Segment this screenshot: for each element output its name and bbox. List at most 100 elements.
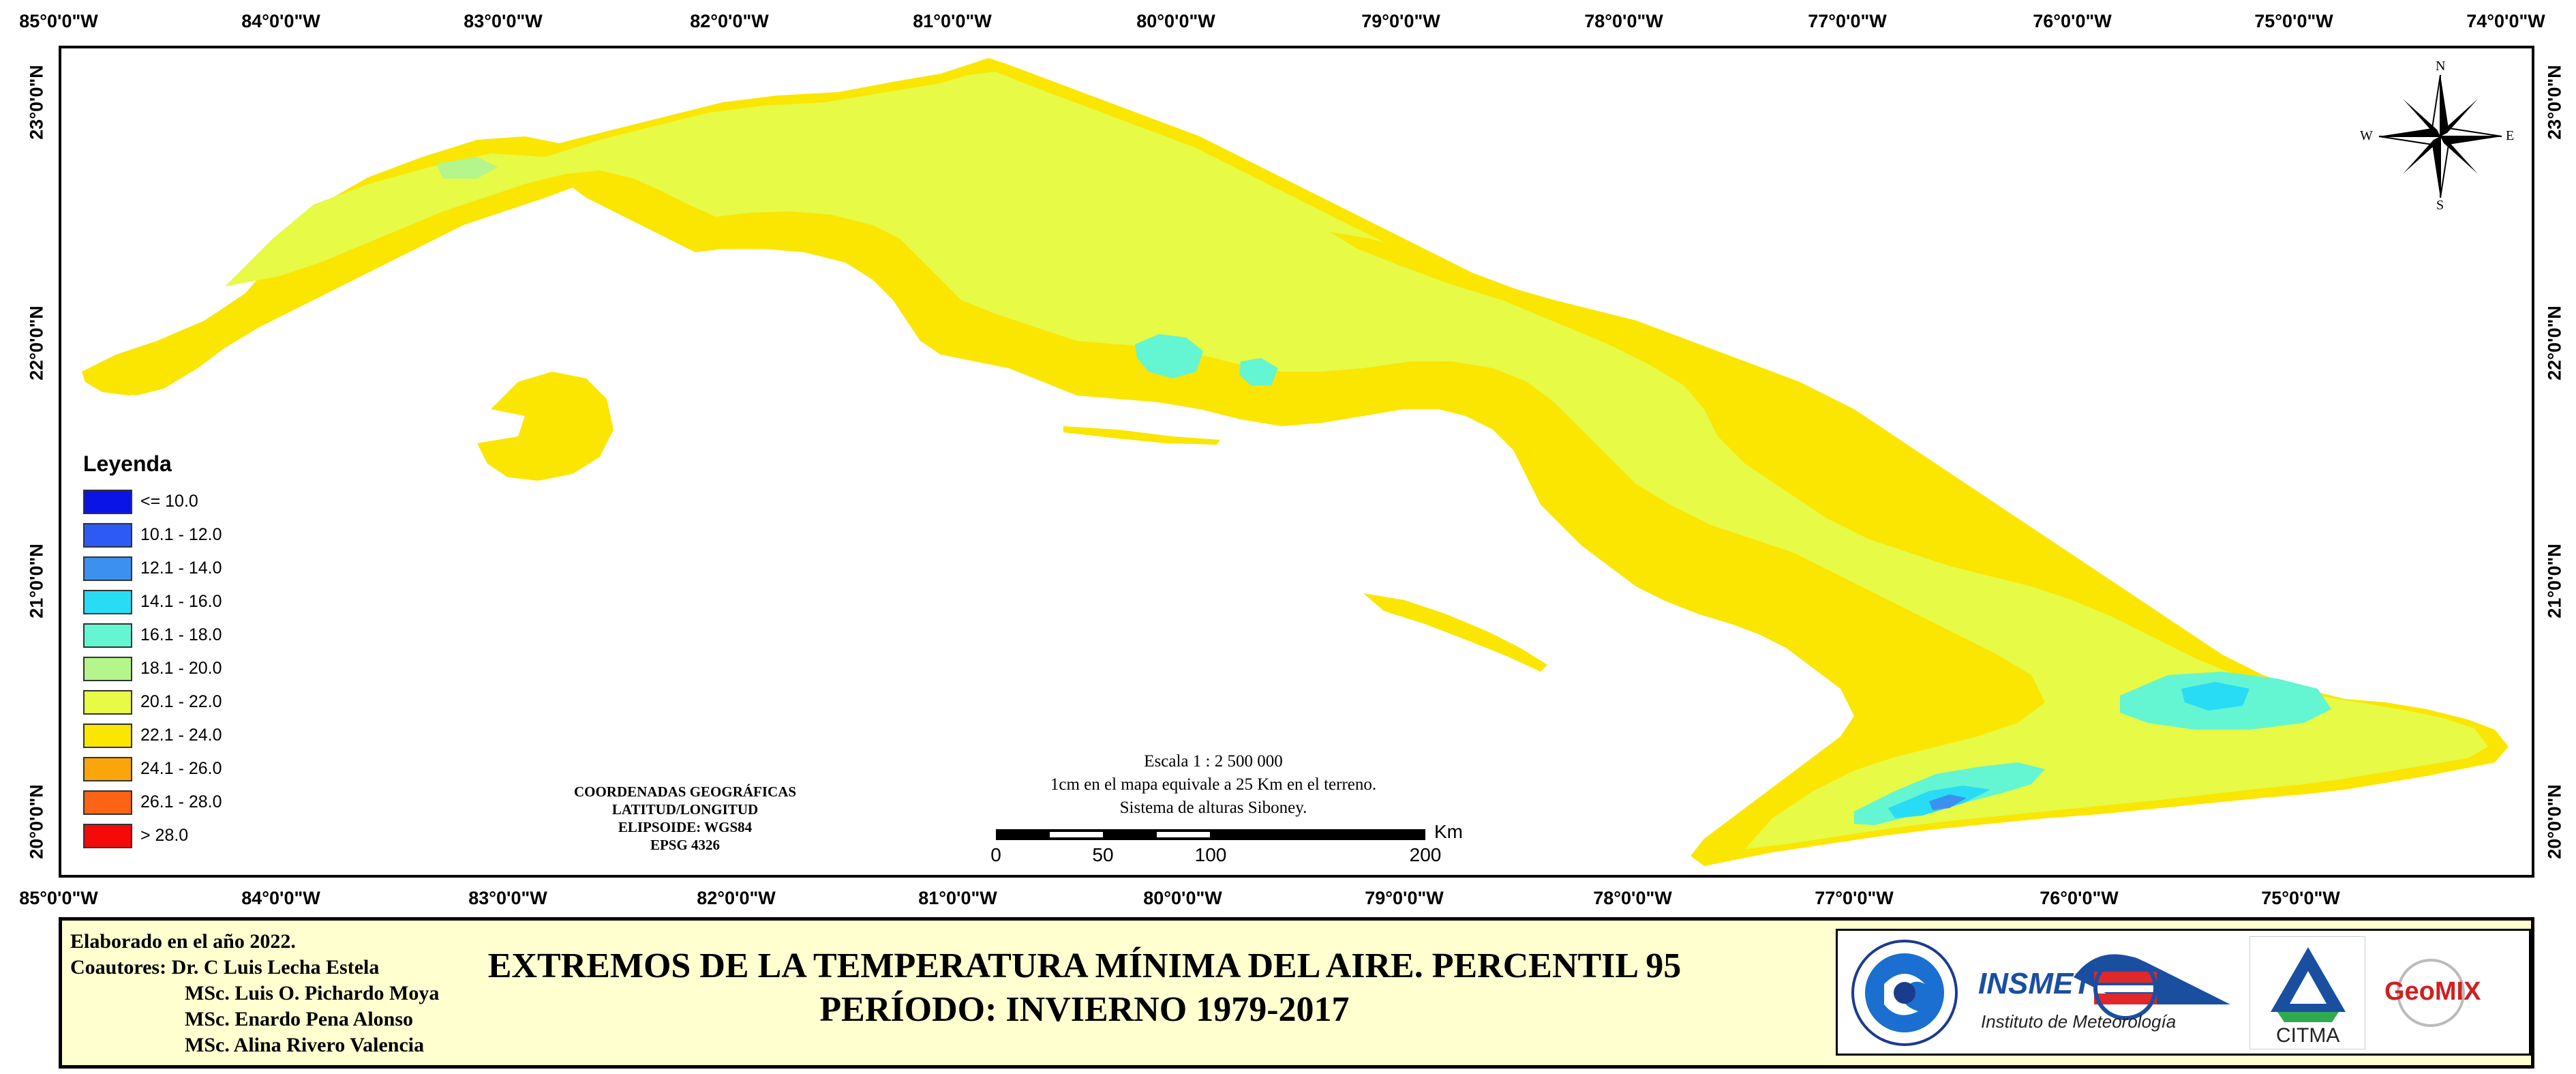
lon-tick-label: 77°0'0"W [1815,888,1894,908]
lat-tick-label: 20°0'0"N [26,784,47,859]
scale-tick-200: 200 [1409,844,1442,865]
scale-text: Escala 1 : 2 500 000 1cm en el mapa equi… [1002,750,1425,820]
coords-line: LATITUD/LONGITUD [611,801,759,818]
lon-tick-label: 80°0'0"W [1136,11,1215,31]
legend-swatch [83,556,132,581]
coords-line: COORDENADAS GEOGRÁFICAS [573,784,797,800]
north-arrow: N S E W [2360,59,2515,213]
lon-tick-label: 82°0'0"W [690,11,769,31]
legend-swatch [83,489,132,514]
lon-tick-label: 78°0'0"W [1584,11,1663,31]
legend-swatch [83,756,132,781]
lon-tick-label: 79°0'0"W [1365,888,1444,908]
north-label: N [2436,59,2446,74]
legend: Leyenda <= 10.0 10.1 - 12.0 12.1 - 14.0 14.… [83,451,222,852]
credits-block: Elaborado en el año 2022. Coautores: Dr.… [70,929,439,1058]
legend-label: 16.1 - 18.0 [140,625,222,644]
insmet-subtitle: Instituto de Meteorología [1981,1011,2177,1032]
smp-logo [1843,936,1966,1049]
legend-item: 18.1 - 20.0 [83,652,222,685]
legend-label: <= 10.0 [140,492,198,511]
legend-item: 22.1 - 24.0 [83,719,222,752]
lat-tick-label: 21°0'0"N [26,543,47,618]
scale-equivalence: 1cm en el mapa equivale a 25 Km en el te… [1050,775,1377,794]
coords-line: EPSG 4326 [650,837,721,853]
main-island-interior [225,72,2488,849]
map-title: EXTREMOS DE LA TEMPERATURA MÍNIMA DEL AI… [471,944,1698,1032]
legend-item: > 28.0 [83,819,222,852]
legend-label: 10.1 - 12.0 [140,525,222,544]
lon-tick-label: 85°0'0"W [19,888,98,908]
legend-label: 22.1 - 24.0 [140,726,222,745]
legend-item: 24.1 - 26.0 [83,752,222,786]
scale-ratio: Escala 1 : 2 500 000 [1144,752,1283,771]
lon-tick-label: 80°0'0"W [1143,888,1222,908]
sierra-maestra-top [1929,794,1967,810]
lon-tick-label: 74°0'0"W [2466,11,2545,31]
western-peninsula [82,334,225,396]
legend-label: 20.1 - 22.0 [140,692,222,711]
legend-label: 26.1 - 28.0 [140,792,222,811]
legend-item: 14.1 - 16.0 [83,585,222,618]
lat-tick-label: 20°0'0"N [2544,784,2565,859]
legend-label: > 28.0 [140,826,189,845]
lon-tick-label: 75°0'0"W [2261,888,2340,908]
lon-tick-label: 84°0'0"W [241,11,320,31]
legend-swatch [83,522,132,548]
lon-tick-label: 79°0'0"W [1361,11,1440,31]
citma-logo: CITMA [2249,936,2365,1049]
credits-coauthor: MSc. Alina Rivero Valencia [185,1034,425,1056]
footer-panel: Elaborado en el año 2022. Coautores: Dr.… [59,917,2534,1069]
legend-item: 26.1 - 28.0 [83,786,222,819]
insmet-logo: INSMET Instituto de Meteorología [1971,936,2244,1049]
lon-tick-label: 81°0'0"W [918,888,997,908]
southern-keys [1363,593,1547,672]
lon-tick-label: 78°0'0"W [1593,888,1672,908]
jardines-keys [1063,426,1220,445]
geomix-logo: GeoMIX [2376,936,2519,1049]
credits-year: Elaborado en el año 2022. [70,930,296,953]
lon-tick-label: 76°0'0"W [2033,11,2112,31]
scale-bar-graphic [996,829,1425,840]
coords-line: ELIPSOIDE: WGS84 [618,819,753,835]
scale-tick-100: 100 [1194,844,1227,865]
main-island-coastal [82,58,2509,866]
legend-item: 16.1 - 18.0 [83,618,222,652]
credits-coauthor: MSc. Luis O. Pichardo Moya [185,982,440,1004]
legend-swatch [83,723,132,748]
legend-swatch [83,689,132,715]
scale-bar: 0 50 100 200 Km [990,821,1463,865]
legend-label: 14.1 - 16.0 [140,592,222,611]
legend-label: 24.1 - 26.0 [140,759,222,778]
legend-swatch [83,589,132,614]
citma-logo-icon [2271,947,2346,1022]
legend-swatch [83,623,132,648]
geomix-logo-icon [2397,959,2465,1027]
legend-swatch [83,823,132,848]
guamuhaya-highland [1135,334,1203,378]
legend-item: 20.1 - 22.0 [83,685,222,719]
guamuhaya-highland-2 [1239,358,1278,385]
legend-swatch [83,790,132,815]
lon-tick-label: 82°0'0"W [697,888,776,908]
legend-label: 12.1 - 14.0 [140,558,222,578]
lat-tick-label: 22°0'0"N [2544,305,2565,381]
lon-tick-label: 77°0'0"W [1808,11,1887,31]
lon-tick-label: 84°0'0"W [241,888,320,908]
legend-item: <= 10.0 [83,485,222,518]
lon-tick-label: 83°0'0"W [464,11,543,31]
compass-rose-icon [2378,74,2502,198]
lat-tick-label: 21°0'0"N [2544,543,2565,618]
lon-tick-label: 76°0'0"W [2040,888,2119,908]
east-label: E [2506,128,2515,143]
lon-tick-label: 81°0'0"W [913,11,992,31]
legend-item: 10.1 - 12.0 [83,518,222,552]
legend-items: <= 10.0 10.1 - 12.0 12.1 - 14.0 14.1 - 16.0… [83,485,222,852]
legend-title: Leyenda [83,451,172,476]
lon-tick-label: 85°0'0"W [19,11,98,31]
legend-item: 12.1 - 14.0 [83,552,222,585]
legend-label: 18.1 - 20.0 [140,659,222,678]
credits-coauthor: MSc. Enardo Pena Alonso [185,1008,414,1030]
